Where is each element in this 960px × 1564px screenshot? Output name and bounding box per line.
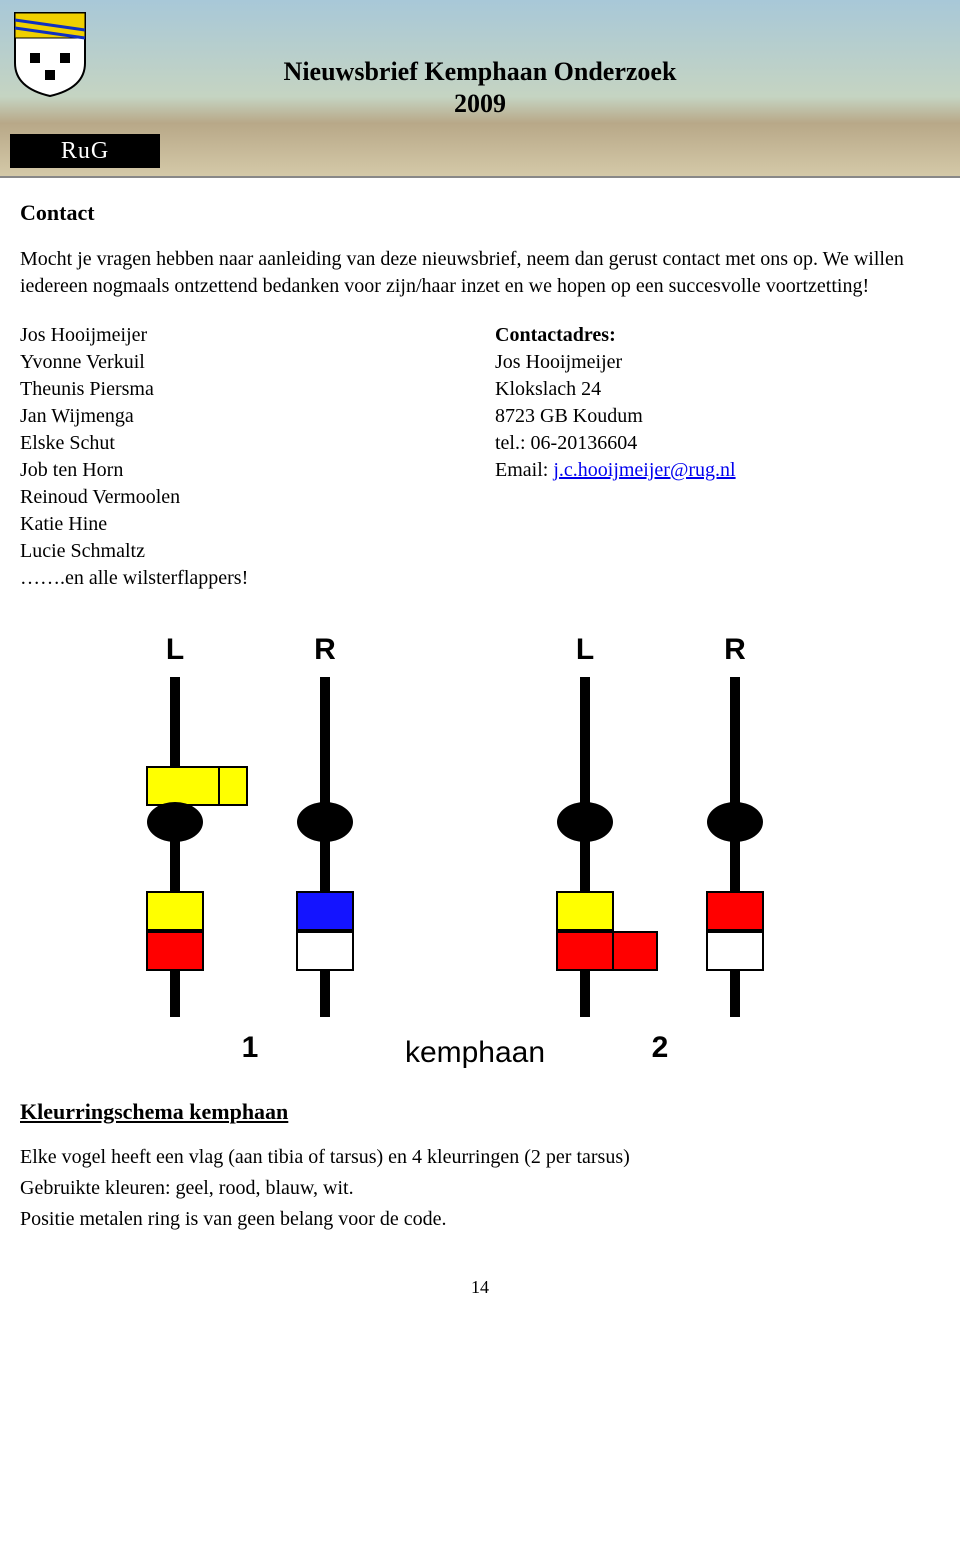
team-member: Jos Hooijmeijer xyxy=(20,322,455,349)
team-member: Jan Wijmenga xyxy=(20,403,455,430)
header-banner: RuG Nieuwsbrief Kemphaan Onderzoek 2009 xyxy=(0,0,960,178)
contact-intro: Mocht je vragen hebben naar aanleiding v… xyxy=(20,246,930,300)
scheme-line2: Gebruikte kleuren: geel, rood, blauw, wi… xyxy=(20,1175,930,1202)
team-member: Job ten Horn xyxy=(20,457,455,484)
scheme-heading: Kleurringschema kemphaan xyxy=(20,1097,930,1127)
page-content: Contact Mocht je vragen hebben naar aanl… xyxy=(0,178,960,1257)
team-member: Yvonne Verkuil xyxy=(20,349,455,376)
svg-text:L: L xyxy=(576,633,594,666)
svg-text:kemphaan: kemphaan xyxy=(405,1036,545,1069)
team-member: Reinoud Vermoolen xyxy=(20,484,455,511)
scheme-line1: Elke vogel heeft een vlag (aan tibia of … xyxy=(20,1144,930,1171)
title-line1: Nieuwsbrief Kemphaan Onderzoek xyxy=(284,56,677,89)
ring-scheme-diagram: L R L R 1 2 kemphaan xyxy=(65,617,885,1085)
title-line2: 2009 xyxy=(284,88,677,121)
address-street: Klokslach 24 xyxy=(495,376,930,403)
newsletter-title: Nieuwsbrief Kemphaan Onderzoek 2009 xyxy=(284,56,677,121)
team-member: Lucie Schmaltz xyxy=(20,538,455,565)
svg-text:R: R xyxy=(724,633,746,666)
scheme-description: Elke vogel heeft een vlag (aan tibia of … xyxy=(20,1144,930,1233)
scheme-line3: Positie metalen ring is van geen belang … xyxy=(20,1206,930,1233)
address-city: 8723 GB Koudum xyxy=(495,403,930,430)
svg-text:L: L xyxy=(166,633,184,666)
contact-heading: Contact xyxy=(20,198,930,228)
address-label: Contactadres: xyxy=(495,322,930,349)
team-member: Katie Hine xyxy=(20,511,455,538)
contact-address: Contactadres: Jos Hooijmeijer Klokslach … xyxy=(495,322,930,592)
page-number: 14 xyxy=(0,1277,960,1313)
team-list: Jos HooijmeijerYvonne VerkuilTheunis Pie… xyxy=(20,322,455,592)
team-member: Elske Schut xyxy=(20,430,455,457)
address-email-line: Email: j.c.hooijmeijer@rug.nl xyxy=(495,457,930,484)
contact-columns: Jos HooijmeijerYvonne VerkuilTheunis Pie… xyxy=(20,322,930,592)
address-tel: tel.: 06-20136604 xyxy=(495,430,930,457)
email-prefix: Email: xyxy=(495,459,553,481)
team-member: Theunis Piersma xyxy=(20,376,455,403)
address-name: Jos Hooijmeijer xyxy=(495,349,930,376)
svg-text:1: 1 xyxy=(242,1031,259,1064)
email-link[interactable]: j.c.hooijmeijer@rug.nl xyxy=(553,459,735,481)
svg-text:R: R xyxy=(314,633,336,666)
svg-text:2: 2 xyxy=(652,1031,669,1064)
team-member: …….en alle wilsterflappers! xyxy=(20,565,455,592)
